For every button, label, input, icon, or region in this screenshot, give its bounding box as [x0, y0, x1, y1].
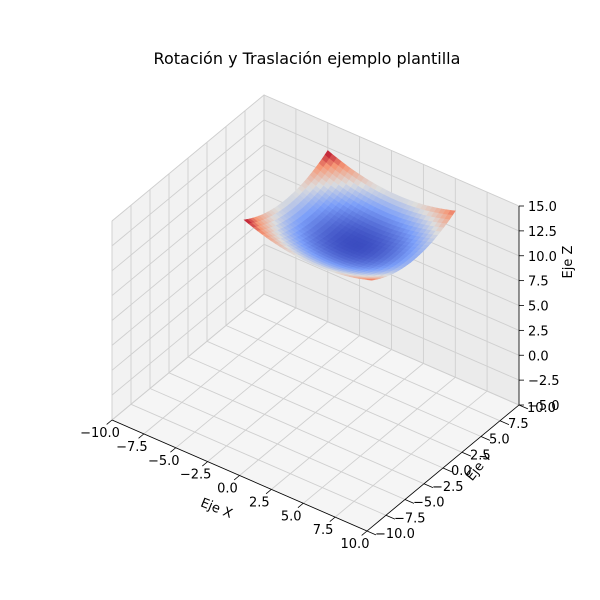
- z-grid-line: [111, 119, 520, 247]
- y-tick-label: −5.0: [413, 496, 445, 511]
- z-tick-label: 12.5: [528, 225, 557, 240]
- y-tick-label: 5.0: [489, 433, 510, 448]
- z-grid-line: [111, 193, 520, 321]
- y-tick-label: −2.5: [432, 480, 464, 495]
- y-tick-label: −10.0: [375, 527, 415, 542]
- y-tick-label: 2.5: [470, 448, 491, 463]
- x-tick-label: 7.5: [313, 523, 334, 538]
- chart-title: Rotación y Traslación ejemplo plantilla: [154, 49, 461, 68]
- y-tick-mark: [366, 530, 377, 536]
- y-tick-mark: [442, 467, 453, 473]
- x-tick-label: 5.0: [281, 509, 302, 524]
- x-tick-label: 2.5: [249, 495, 270, 510]
- y-tick-mark: [461, 451, 472, 457]
- y-tick-label: 7.5: [508, 417, 529, 432]
- z-tick-label: 7.5: [528, 275, 549, 290]
- x-tick-label: −7.5: [116, 440, 148, 455]
- z-tick-label: 5.0: [528, 300, 549, 315]
- x-tick-mark: [297, 502, 304, 508]
- x-tick-label: 10.0: [341, 537, 370, 552]
- z-grid-line: [111, 94, 520, 222]
- surface-plot: [243, 150, 456, 281]
- y-tick-label: −7.5: [394, 511, 426, 526]
- x-tick-mark: [329, 516, 336, 522]
- x-tick-label: −2.5: [180, 468, 212, 483]
- y-tick-mark: [518, 404, 529, 410]
- surface-patch: [367, 278, 375, 281]
- x-tick-mark: [265, 489, 272, 495]
- z-grid-line: [111, 293, 520, 421]
- z-tick-label: 0.0: [528, 349, 549, 364]
- x-tick-label: −5.0: [148, 454, 180, 469]
- z-grid-line: [111, 169, 520, 296]
- y-tick-mark: [404, 499, 415, 504]
- y-tick-mark: [385, 514, 396, 520]
- z-tick-label: 10.0: [528, 250, 557, 265]
- x-tick-mark: [106, 419, 113, 425]
- z-grid-line: [111, 268, 520, 396]
- y-tick-mark: [499, 420, 510, 426]
- y-tick-mark: [480, 436, 491, 441]
- x-tick-mark: [202, 461, 208, 467]
- y-tick-mark: [423, 483, 434, 489]
- tick-labels: −10.0−7.5−5.0−2.50.02.55.07.510.0−10.0−7…: [80, 200, 560, 552]
- z-grid-line: [111, 243, 520, 371]
- x-tick-mark: [138, 433, 145, 439]
- x-axis-label: Eje X: [198, 496, 234, 522]
- y-tick-label: 10.0: [527, 401, 556, 416]
- x-tick-label: 0.0: [217, 482, 238, 497]
- x-tick-mark: [233, 475, 240, 481]
- z-tick-label: 15.0: [528, 200, 557, 215]
- z-axis-label: Eje Z: [561, 245, 576, 278]
- z-tick-label: −2.5: [528, 374, 560, 389]
- y-tick-label: 0.0: [451, 464, 472, 479]
- grid-lines: [111, 94, 520, 532]
- x-tick-label: −10.0: [80, 426, 120, 441]
- z-tick-label: −5.0: [528, 399, 560, 414]
- x-tick-mark: [170, 447, 177, 453]
- x-tick-mark: [361, 530, 368, 536]
- z-tick-label: 2.5: [528, 324, 549, 339]
